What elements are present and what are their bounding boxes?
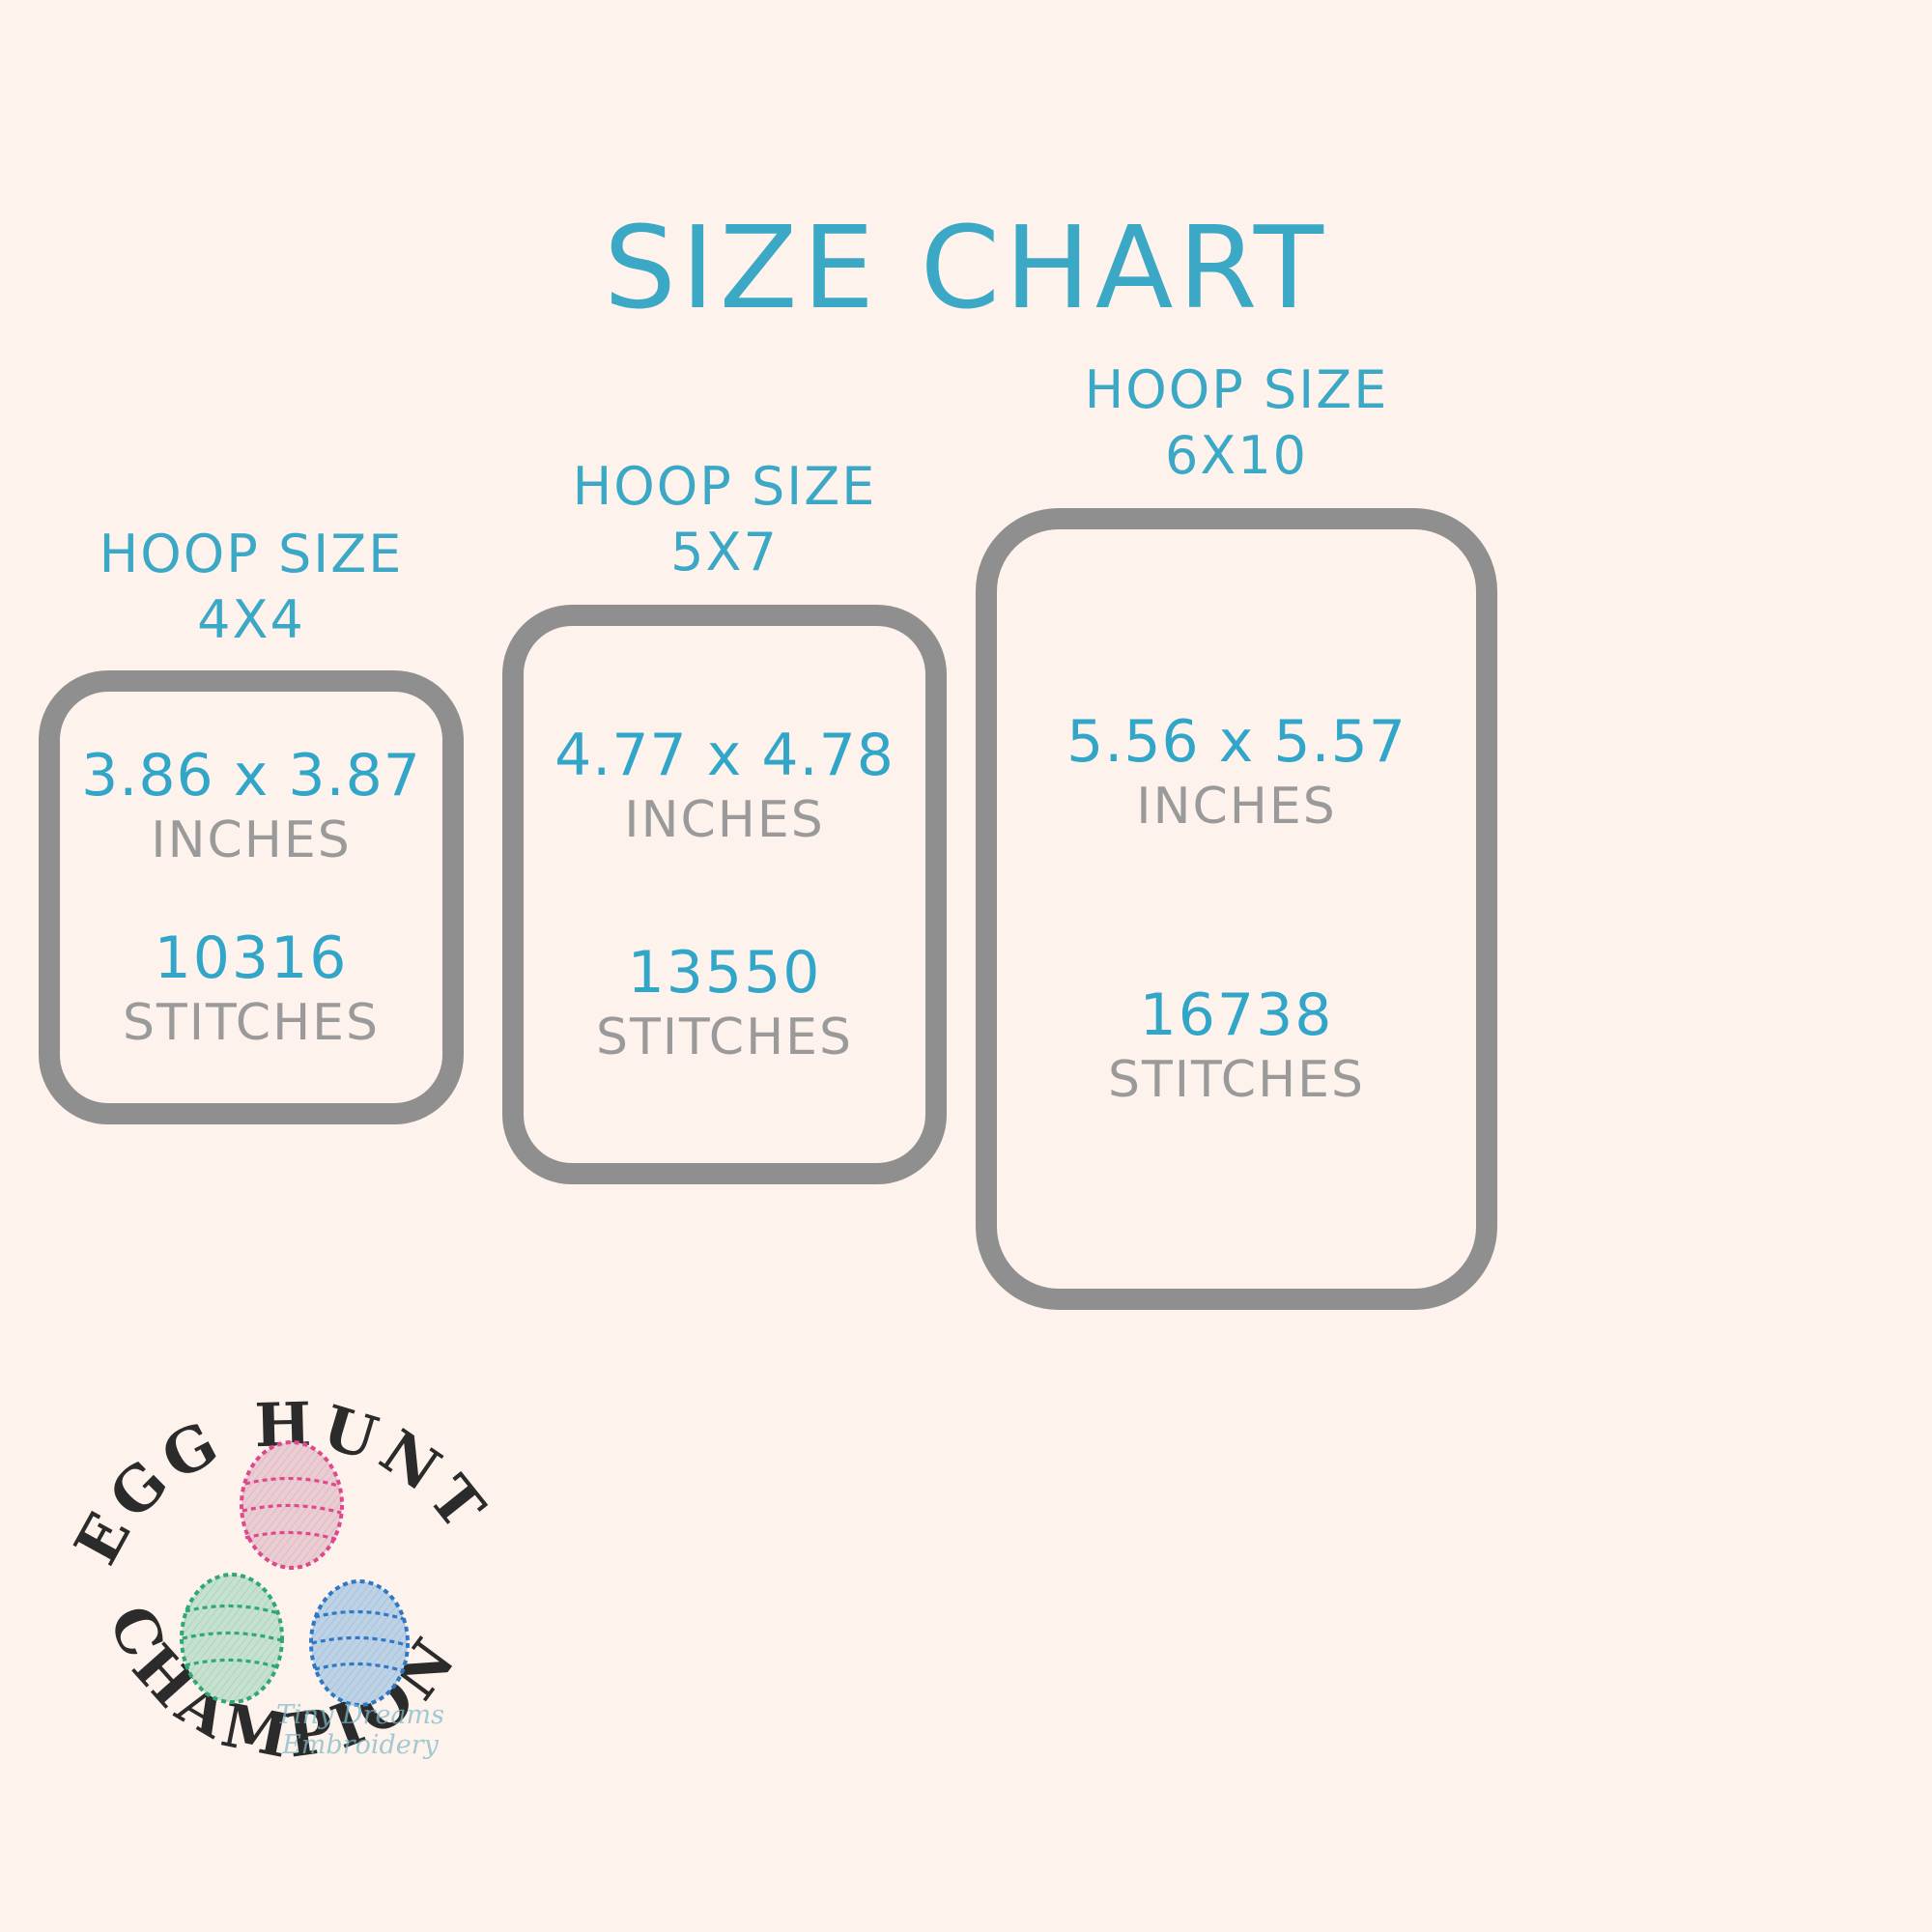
hoop-group-6x10: HOOP SIZE 6X10 5.56 x 5.57 INCHES 16738 … xyxy=(976,357,1497,1311)
stitch-unit: STITCHES xyxy=(595,1008,854,1066)
dimension-block-6x10: 5.56 x 5.57 INCHES xyxy=(997,708,1476,837)
hoop-label-line1: HOOP SIZE xyxy=(1084,359,1389,420)
page-title: SIZE CHART xyxy=(604,201,1328,334)
hoop-label-4x4: HOOP SIZE 4X4 xyxy=(39,522,464,653)
dimension-value: 3.86 x 3.87 xyxy=(81,741,421,810)
dimension-unit: INCHES xyxy=(151,810,352,869)
stitch-unit: STITCHES xyxy=(122,993,381,1052)
easter-egg-blue xyxy=(309,1579,410,1707)
hoop-label-line2: 6X10 xyxy=(1164,425,1309,487)
dimension-block-4x4: 3.86 x 3.87 INCHES xyxy=(60,742,442,870)
dimension-unit: INCHES xyxy=(1136,777,1337,836)
hoop-label-line1: HOOP SIZE xyxy=(572,456,877,517)
stitch-block-4x4: 10316 STITCHES xyxy=(60,924,442,1053)
stitch-block-5x7: 13550 STITCHES xyxy=(524,939,925,1067)
easter-egg-pink xyxy=(240,1440,344,1570)
hoop-label-line2: 5X7 xyxy=(670,522,779,583)
stitch-count: 16738 xyxy=(1139,981,1334,1050)
hoop-box-5x7: 4.77 x 4.78 INCHES 13550 STITCHES xyxy=(502,605,947,1185)
dimension-value: 4.77 x 4.78 xyxy=(554,721,895,789)
brand-logo: EGG HUNT CHAMPION xyxy=(60,1349,514,1803)
stitch-unit: STITCHES xyxy=(1107,1050,1366,1109)
hoop-box-4x4: 3.86 x 3.87 INCHES 10316 STITCHES xyxy=(39,670,464,1125)
hoop-group-5x7: HOOP SIZE 5X7 4.77 x 4.78 INCHES 13550 S… xyxy=(502,454,947,1185)
dimension-block-5x7: 4.77 x 4.78 INCHES xyxy=(524,722,925,850)
hoop-label-line1: HOOP SIZE xyxy=(99,524,404,584)
hoop-group-4x4: HOOP SIZE 4X4 3.86 x 3.87 INCHES 10316 S… xyxy=(39,522,464,1125)
dimension-value: 5.56 x 5.57 xyxy=(1066,707,1406,776)
stitch-count: 13550 xyxy=(627,939,822,1008)
stitch-block-6x10: 16738 STITCHES xyxy=(997,981,1476,1110)
hoop-label-5x7: HOOP SIZE 5X7 xyxy=(502,454,947,585)
hoop-label-6x10: HOOP SIZE 6X10 xyxy=(976,357,1497,489)
stitch-count: 10316 xyxy=(154,924,349,993)
hoop-label-line2: 4X4 xyxy=(197,589,305,651)
logo-text-bottom-arc: CHAMPION xyxy=(95,1595,472,1773)
hoop-box-6x10: 5.56 x 5.57 INCHES 16738 STITCHES xyxy=(976,508,1497,1311)
dimension-unit: INCHES xyxy=(624,790,825,849)
easter-egg-green xyxy=(180,1573,284,1704)
